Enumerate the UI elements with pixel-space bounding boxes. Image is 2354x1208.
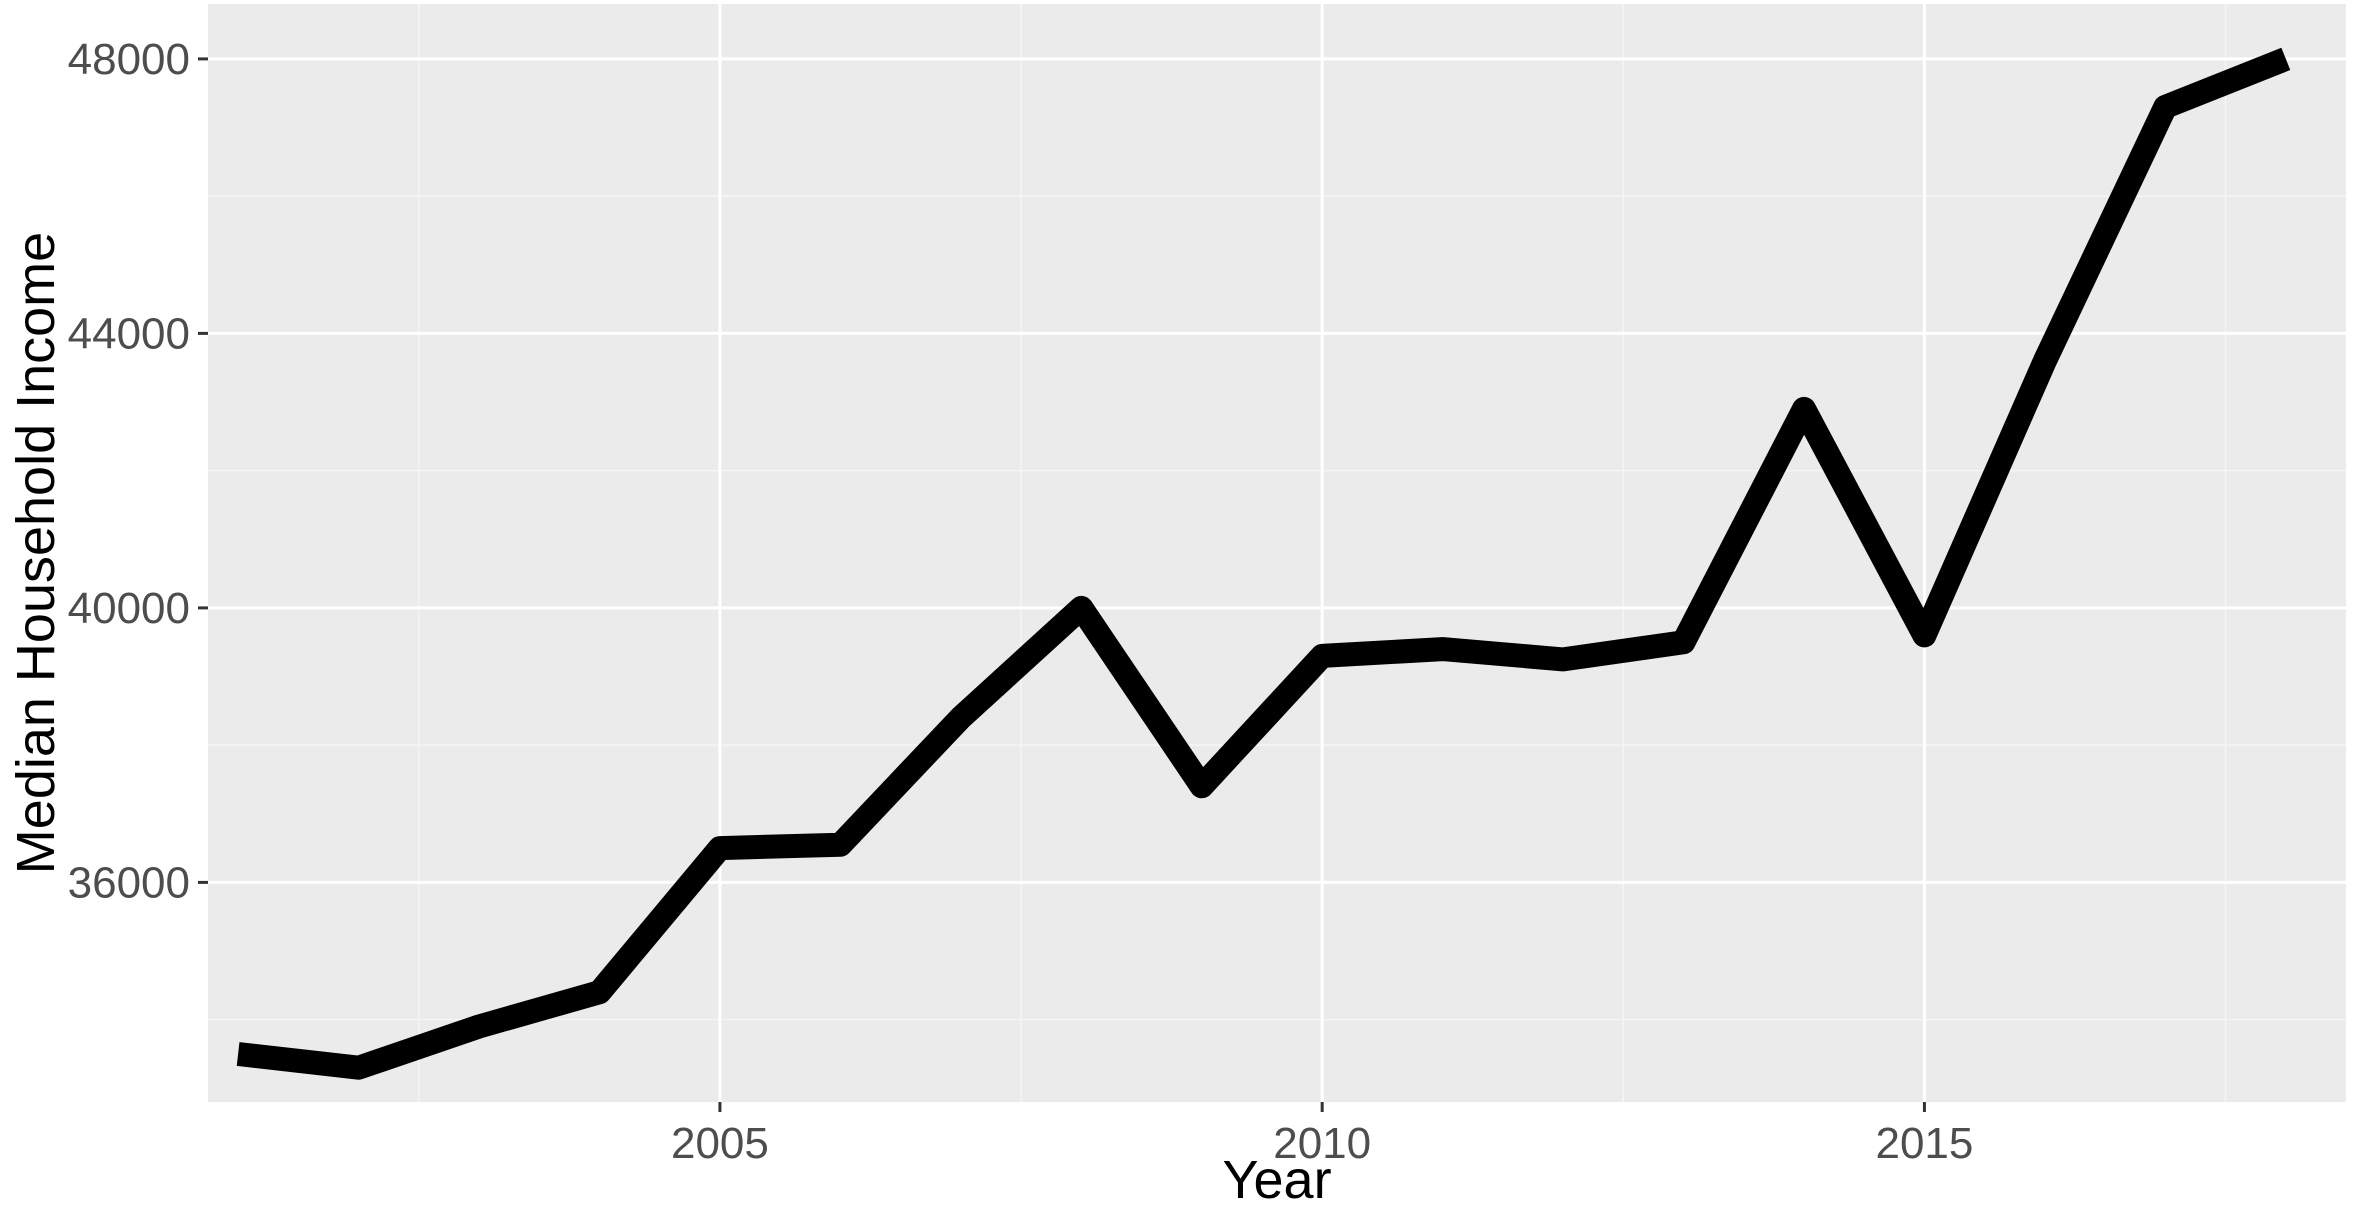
y-tick-label: 48000 (68, 35, 190, 84)
plot-panel (208, 4, 2346, 1102)
series-layer (236, 47, 2291, 1080)
major-gridlines (208, 4, 2346, 1102)
x-tick-label: 2010 (1273, 1119, 1371, 1168)
y-tick-label: 36000 (68, 858, 190, 907)
series-line-0 (236, 47, 2291, 1080)
y-tick-label: 44000 (68, 309, 190, 358)
y-axis: 36000 40000 44000 48000 (68, 35, 208, 907)
x-tick-label: 2005 (671, 1119, 769, 1168)
minor-gridlines (208, 4, 2346, 1102)
y-axis-title: Median Household Income (6, 232, 66, 874)
x-tick-label: 2015 (1875, 1119, 1973, 1168)
x-axis-title: Year (1222, 1150, 1331, 1208)
x-axis: 2005 2010 2015 (671, 1102, 1973, 1168)
y-tick-label: 40000 (68, 584, 190, 633)
